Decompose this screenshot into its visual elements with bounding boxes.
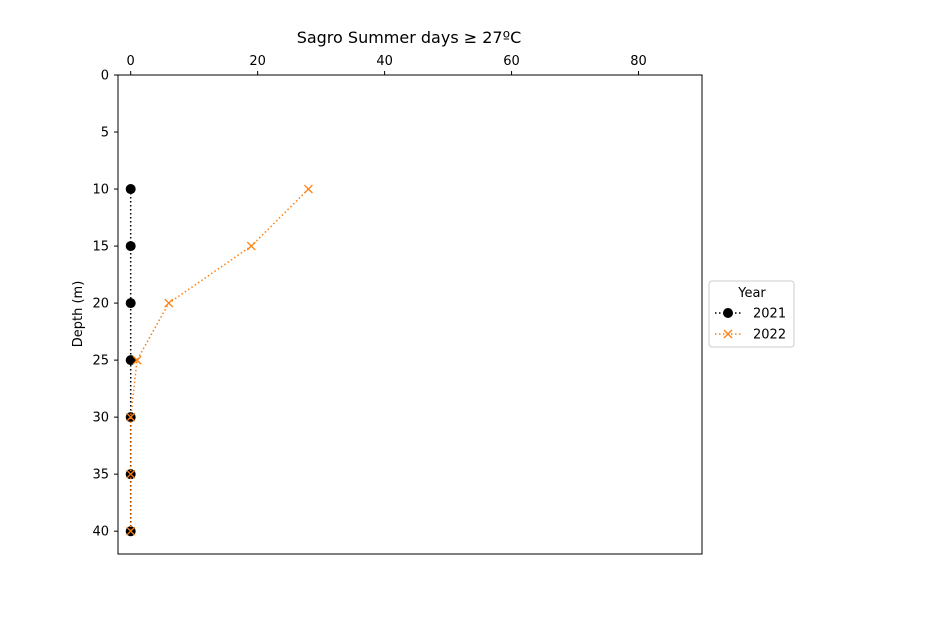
- y-axis-label: Depth (m): [71, 281, 86, 348]
- data-point-2021: [125, 355, 136, 366]
- data-point-2022: [246, 241, 256, 251]
- data-point-2021: [125, 241, 136, 252]
- legend-title: Year: [737, 286, 766, 301]
- y-tick-label: 20: [92, 297, 109, 312]
- legend: Year 2021 2022: [708, 280, 795, 348]
- data-point-2022: [126, 469, 136, 479]
- data-point-2022: [132, 355, 142, 365]
- plot-frame: [117, 74, 703, 555]
- y-tick-label: 25: [92, 354, 109, 369]
- chart-title: Sagro Summer days ≥ 27ºC: [297, 28, 522, 47]
- x-tick-label: 0: [127, 54, 135, 69]
- y-tick-label: 15: [92, 240, 109, 255]
- y-tick-label: 0: [101, 69, 109, 84]
- data-point-2021: [125, 184, 136, 195]
- legend-marker-2022: [723, 329, 733, 339]
- data-point-2022: [126, 526, 136, 536]
- data-point-2022: [164, 298, 174, 308]
- x-tick-label: 20: [249, 54, 266, 69]
- legend-label-2021: 2021: [753, 307, 786, 322]
- y-tick-label: 5: [101, 126, 109, 141]
- x-tick-label: 40: [376, 54, 393, 69]
- x-tick-label: 60: [503, 54, 520, 69]
- data-point-2022: [126, 412, 136, 422]
- plot-area: [125, 184, 313, 537]
- y-tick-label: 35: [92, 468, 109, 483]
- x-tick-label: 80: [630, 54, 647, 69]
- data-point-2021: [125, 298, 136, 309]
- legend-box: [708, 280, 795, 348]
- y-tick-label: 10: [92, 183, 109, 198]
- y-tick-label: 40: [92, 525, 109, 540]
- y-tick-label: 30: [92, 411, 109, 426]
- legend-label-2022: 2022: [753, 328, 786, 343]
- legend-marker-2021: [723, 308, 733, 318]
- data-point-2022: [303, 184, 313, 194]
